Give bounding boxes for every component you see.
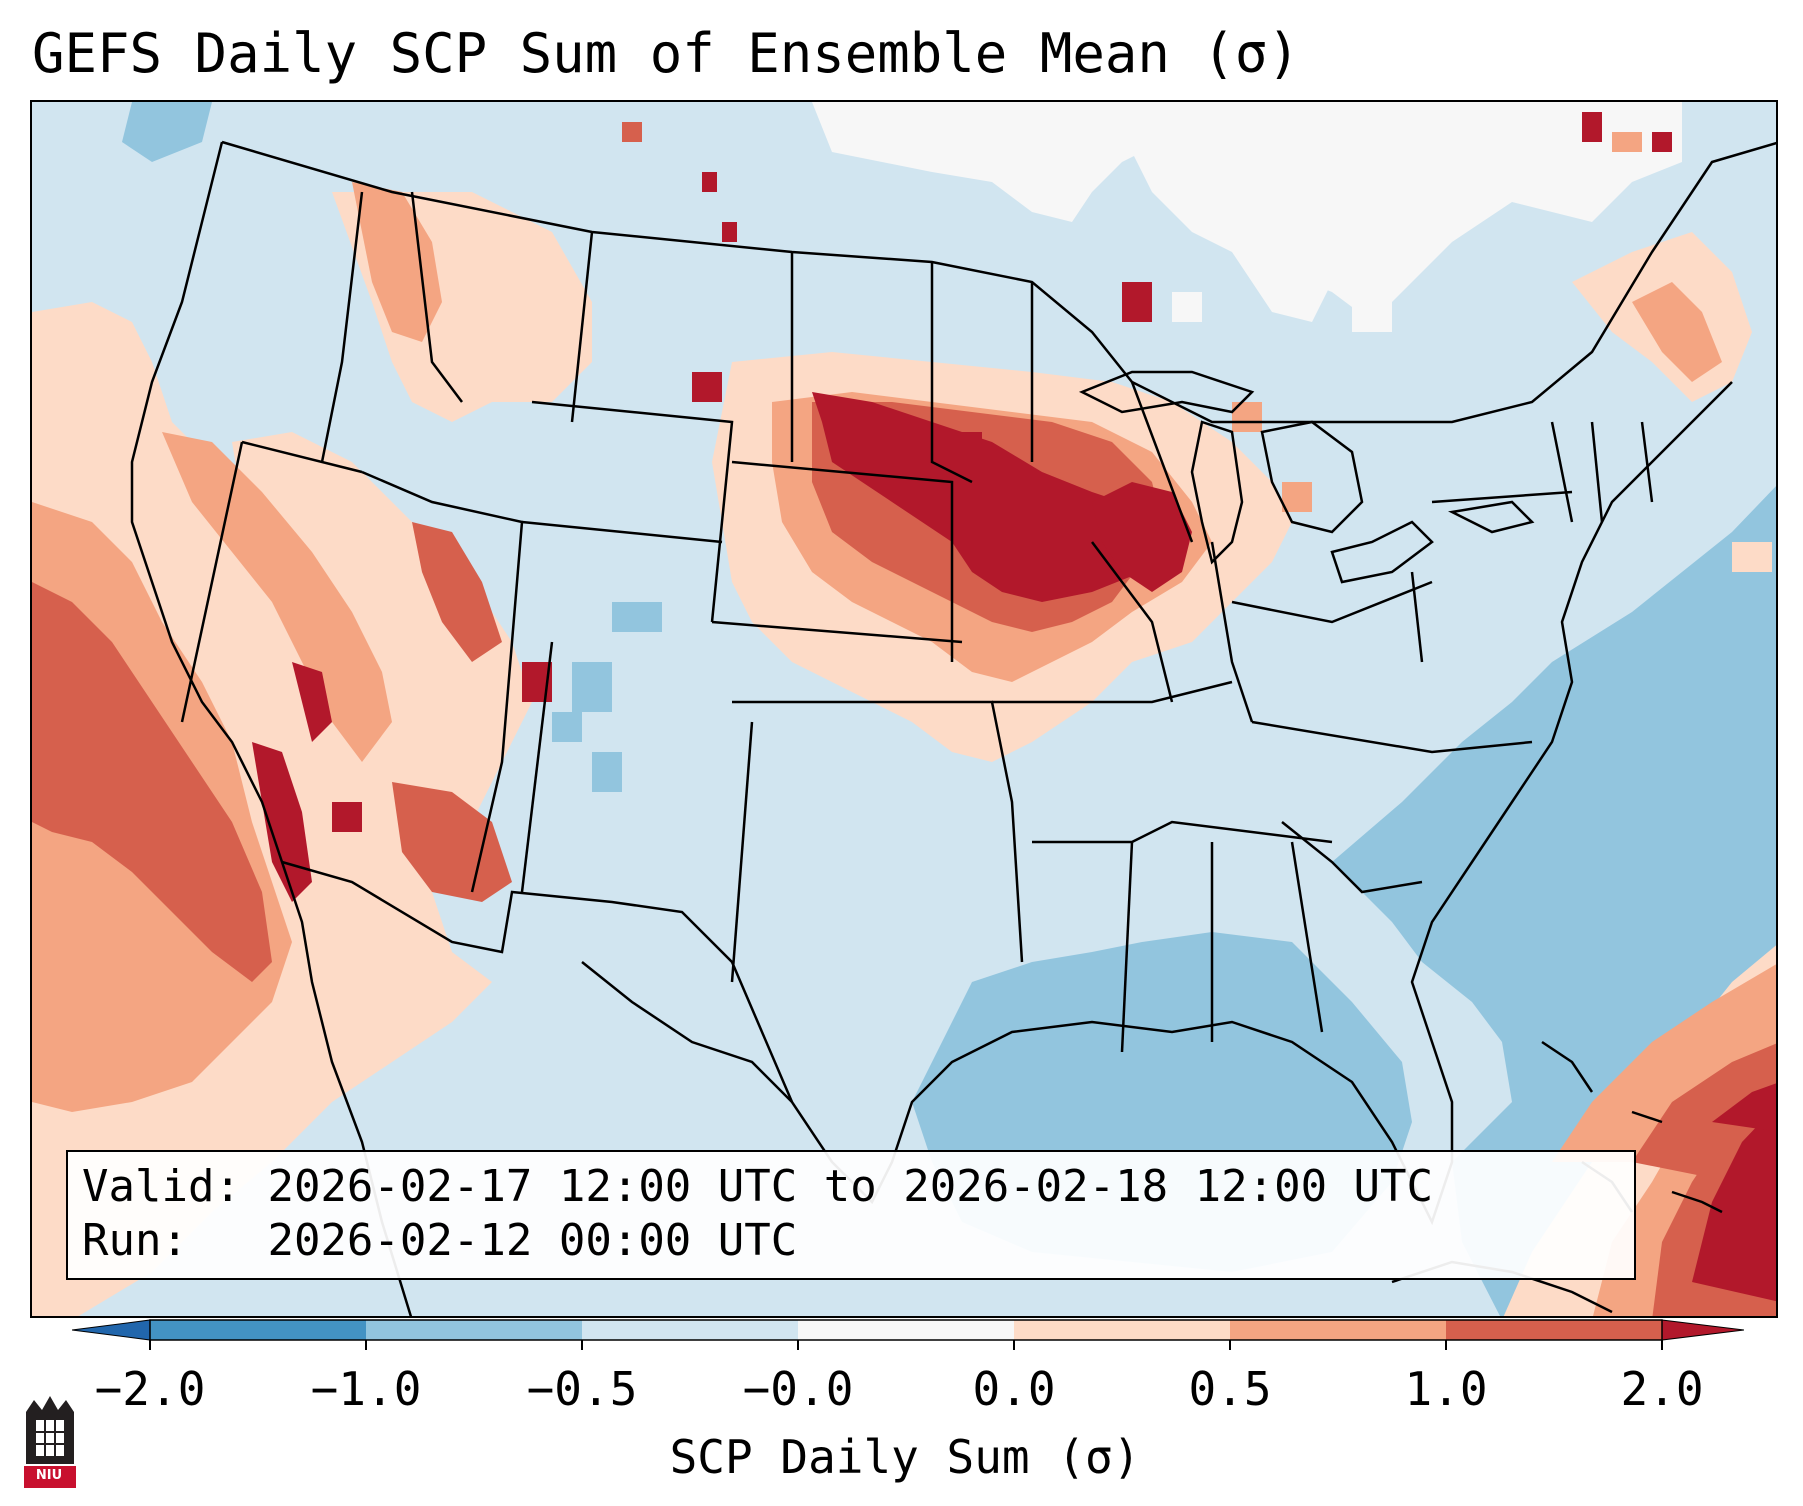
great-lakes <box>1078 370 1535 584</box>
tick-label-1: −2.0 <box>94 1362 206 1416</box>
tick-label-4: −0.0 <box>742 1362 854 1416</box>
tick-label-2: −1.0 <box>310 1362 422 1416</box>
colorbar-over-arrow <box>1661 1319 1744 1341</box>
tick-label-5: 0.0 <box>972 1362 1056 1416</box>
boundary-lines <box>130 140 1776 1316</box>
colorbar-ticks <box>149 1340 1663 1350</box>
tick-label-6: 0.5 <box>1188 1362 1272 1416</box>
colorbar-label: SCP Daily Sum (σ) <box>669 1430 1141 1484</box>
tick-label-3: −0.5 <box>526 1362 638 1416</box>
run-time: 2026-02-12 00:00 UTC <box>267 1215 798 1266</box>
validity-info-box: Valid: 2026-02-17 12:00 UTC to 2026-02-1… <box>66 1150 1636 1280</box>
valid-label: Valid: <box>82 1161 241 1212</box>
colorbar-bin-7 <box>1446 1320 1662 1340</box>
colorbar-bin-1 <box>150 1320 366 1340</box>
scp-map <box>32 102 1776 1316</box>
colorbar-under-arrow <box>72 1319 151 1341</box>
colorbar-bin-2 <box>366 1320 582 1340</box>
colorbar-bin-4 <box>798 1320 1014 1340</box>
northeast-positive-region <box>622 112 1772 572</box>
colorbar-bin-3 <box>582 1320 798 1340</box>
colorbar <box>72 1319 1744 1350</box>
tick-label-8: 2.0 <box>1620 1362 1704 1416</box>
niu-logo-icon <box>20 1394 80 1494</box>
tick-label-7: 1.0 <box>1404 1362 1488 1416</box>
colorbar-bin-6 <box>1230 1320 1446 1340</box>
central-positive-region <box>692 282 1312 762</box>
neutral-region <box>812 102 1682 332</box>
valid-time-range: 2026-02-17 12:00 UTC to 2026-02-18 12:00… <box>267 1161 1434 1212</box>
map-panel <box>30 100 1778 1318</box>
chart-title: GEFS Daily SCP Sum of Ensemble Mean (σ) <box>32 22 1300 85</box>
run-label: Run: <box>82 1215 188 1266</box>
colorbar-bin-5 <box>1014 1320 1230 1340</box>
western-positive-region <box>32 182 592 1316</box>
logo-text: NIU <box>35 1468 63 1483</box>
